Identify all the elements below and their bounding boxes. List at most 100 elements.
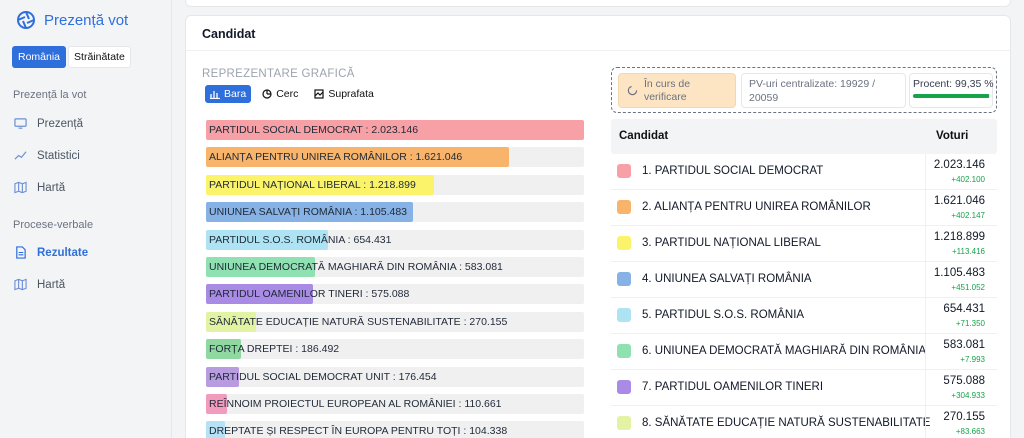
bar [206,311,257,332]
sidebar-item-harta[interactable]: Hartă [14,181,65,194]
vote-count: 1.105.483 [933,267,985,279]
region-strainatate-button[interactable]: Străinătate [68,46,131,68]
trend-icon [14,151,27,160]
column-header-candidat: Candidat [619,130,669,142]
bar [206,339,241,360]
candidate-name: 2. ALIANȚA PENTRU UNIREA ROMÂNILOR [642,201,871,213]
bar-row[interactable]: PARTIDUL SOCIAL DEMOCRAT UNIT : 176.454 [206,366,584,387]
table-row[interactable]: 2. ALIANȚA PENTRU UNIREA ROMÂNILOR 1.621.… [611,190,997,226]
section-label-procese: Procese-verbale [13,219,94,231]
chart-type-tabs: Bara Cerc Suprafata [205,85,379,103]
sidebar: Prezență vot România Străinătate Prezenț… [0,0,172,438]
tab-bara[interactable]: Bara [205,85,252,103]
region-switch: România Străinătate [12,46,131,68]
results-table: Candidat Voturi 1. PARTIDUL SOCIAL DEMOC… [611,119,997,438]
vote-delta: +451.052 [951,283,985,292]
bar-row[interactable]: PARTIDUL OAMENILOR TINERI : 575.088 [206,284,584,305]
bar [206,174,434,195]
vote-count: 2.023.146 [933,159,985,171]
candidate-name: 7. PARTIDUL OAMENILOR TINERI [642,381,824,393]
candidate-name: 8. SĂNĂTATE EDUCAȚIE NATURĂ SUSTENABILIT… [642,417,931,429]
vote-count: 583.081 [943,339,985,351]
previous-card [185,0,1011,7]
bar-label: PARTIDUL SOCIAL DEMOCRAT UNIT : 176.454 [209,370,437,383]
table-row[interactable]: 8. SĂNĂTATE EDUCAȚIE NATURĂ SUSTENABILIT… [611,406,997,438]
vote-delta: +71.350 [955,319,985,328]
bar-label: SĂNĂTATE EDUCAȚIE NATURĂ SUSTENABILITATE… [209,315,508,328]
aperture-logo-icon [17,11,35,29]
table-row[interactable]: 1. PARTIDUL SOCIAL DEMOCRAT 2.023.146 +402… [611,154,997,190]
candidate-name: 3. PARTIDUL NAȚIONAL LIBERAL [642,237,821,249]
column-separator [925,334,926,369]
candidate-name: 6. UNIUNEA DEMOCRATĂ MAGHIARĂ DIN ROMÂNI… [642,345,927,357]
table-row[interactable]: 7. PARTIDUL OAMENILOR TINERI 575.088 +304.… [611,370,997,406]
vote-delta: +304.933 [951,391,985,400]
bar-label: PARTIDUL SOCIAL DEMOCRAT : 2.023.146 [209,124,419,136]
bar [206,147,509,168]
region-romania-button[interactable]: România [12,46,67,68]
sidebar-item-statistici[interactable]: Statistici [14,149,80,162]
bar-row[interactable]: UNIUNEA DEMOCRATĂ MAGHIARĂ DIN ROMÂNIA :… [206,256,584,277]
status-text: În curs de verificare [643,77,691,103]
table-row[interactable]: 6. UNIUNEA DEMOCRATĂ MAGHIARĂ DIN ROMÂNI… [611,334,997,370]
spinner-icon [627,85,638,96]
candidate-name: 4. UNIUNEA SALVAȚI ROMÂNIA [642,273,812,285]
bar-row[interactable]: SĂNĂTATE EDUCAȚIE NATURĂ SUSTENABILITATE… [206,311,584,332]
column-separator [925,370,926,405]
percent-text: Procent: 99,35 % [913,78,994,90]
results-card: Candidat REPREZENTARE GRAFICĂ Bara Cerc … [185,15,1011,438]
sidebar-item-harta-pv[interactable]: Hartă [14,278,65,291]
table-row[interactable]: 5. PARTIDUL S.O.S. ROMÂNIA 654.431 +71.350 [611,298,997,334]
color-swatch [617,272,631,286]
bar-row[interactable]: PARTIDUL S.O.S. ROMÂNIA : 654.431 [206,229,584,250]
bar-label: PARTIDUL S.O.S. ROMÂNIA : 654.431 [209,233,392,246]
column-separator [925,154,926,189]
sidebar-item-prezenta[interactable]: Prezență [14,117,83,130]
bar-row[interactable]: ALIANȚA PENTRU UNIREA ROMÂNILOR : 1.621.… [206,147,584,168]
vote-count: 1.218.899 [933,231,985,243]
column-separator [925,190,926,225]
bar-label: PARTIDUL OAMENILOR TINERI : 575.088 [209,288,410,301]
map-icon [14,278,27,291]
document-icon [16,246,26,259]
vote-count: 575.088 [943,375,985,387]
bar-label: UNIUNEA DEMOCRATĂ MAGHIARĂ DIN ROMÂNIA :… [209,260,503,273]
color-swatch [617,200,631,214]
progress-track [913,94,990,98]
table-row[interactable]: 3. PARTIDUL NAȚIONAL LIBERAL 1.218.899 +11… [611,226,997,262]
tab-cerc[interactable]: Cerc [257,85,303,103]
bar-chart-icon [210,91,220,99]
sidebar-item-label: Prezență [37,117,84,130]
sidebar-item-rezultate[interactable]: Rezultate [14,246,88,259]
bar-label: DREPTATE ȘI RESPECT ÎN EUROPA PENTRU TOȚ… [209,425,508,438]
bar-row[interactable]: PARTIDUL SOCIAL DEMOCRAT : 2.023.146 [206,120,584,140]
bar [206,202,413,223]
bar-row[interactable]: DREPTATE ȘI RESPECT ÎN EUROPA PENTRU TOȚ… [206,421,584,438]
status-box: În curs de verificare PV-uri centralizat… [611,67,997,113]
bar [206,393,227,414]
card-title: Candidat [202,27,256,41]
bar [206,366,239,387]
monitor-icon [14,118,27,129]
vote-delta: +402.147 [951,211,985,220]
tab-suprafata[interactable]: Suprafata [309,85,379,103]
column-header-voturi: Voturi [936,130,969,142]
section-label-prezenta: Prezență la vot [13,89,87,101]
map-icon [14,181,27,194]
candidate-name: 5. PARTIDUL S.O.S. ROMÂNIA [642,309,805,321]
bar [206,229,329,250]
bar [206,120,584,140]
area-chart-icon [314,89,324,99]
bar-chart: PARTIDUL SOCIAL DEMOCRAT : 2.023.146 ALIA… [206,120,584,438]
brand[interactable]: Prezență vot [16,10,128,30]
bar-row[interactable]: FORȚA DREPTEI : 186.492 [206,339,584,360]
bar-row[interactable]: UNIUNEA SALVAȚI ROMÂNIA : 1.105.483 [206,202,584,223]
bar-row[interactable]: REÎNNOIM PROIECTUL EUROPEAN AL ROMÂNIEI … [206,393,584,414]
color-swatch [617,380,631,394]
status-badge: În curs de verificare [618,73,736,108]
bar-row[interactable]: PARTIDUL NAȚIONAL LIBERAL : 1.218.899 [206,174,584,195]
table-row[interactable]: 4. UNIUNEA SALVAȚI ROMÂNIA 1.105.483 +451.… [611,262,997,298]
vote-count: 654.431 [943,303,985,315]
pie-chart-icon [262,89,272,99]
vote-count: 1.621.046 [933,195,985,207]
